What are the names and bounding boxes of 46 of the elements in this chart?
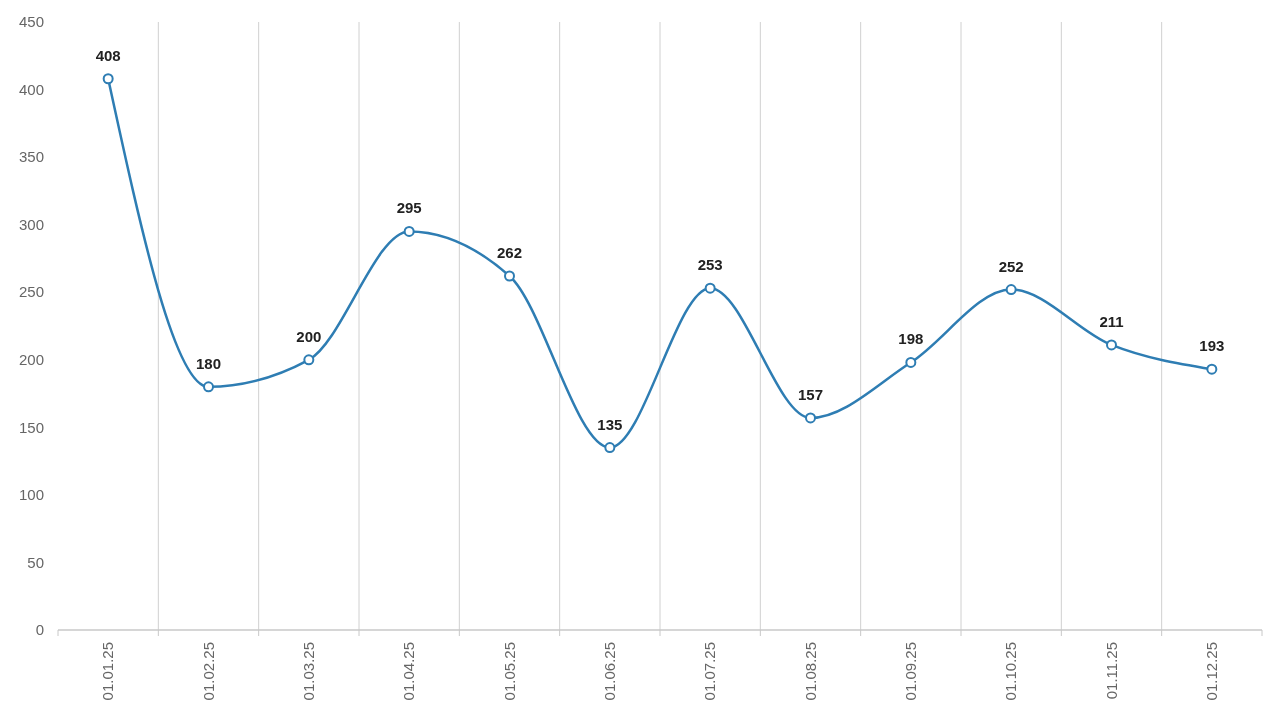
x-tick-label: 01.05.25 (500, 642, 518, 701)
y-tick-label: 300 (18, 215, 44, 233)
point (203, 381, 214, 393)
point (805, 412, 816, 424)
data-label: 253 (697, 256, 723, 274)
x-tick-label: 01.03.25 (299, 642, 317, 701)
data-label: 262 (496, 244, 523, 262)
x-tick-label: 01.01.25 (99, 642, 117, 701)
data-label: 408 (95, 46, 121, 64)
point (504, 270, 515, 282)
x-tick-label: 01.08.25 (801, 642, 819, 701)
point (604, 442, 616, 454)
data-label: 135 (597, 415, 623, 433)
point (1206, 363, 1218, 375)
point (1005, 284, 1017, 296)
y-tick-label: 150 (18, 418, 44, 436)
point (905, 356, 917, 368)
data-label: 295 (396, 199, 422, 217)
y-tick-label: 200 (18, 351, 44, 369)
y-tick-label: 350 (18, 148, 44, 166)
y-tick-label: 100 (18, 486, 44, 504)
data-label: 193 (1199, 337, 1225, 355)
data-label: 180 (195, 354, 222, 372)
data-label: 157 (797, 385, 824, 403)
data-label: 211 (1099, 312, 1124, 330)
y-tick-label: 400 (18, 80, 44, 98)
x-tick-label: 01.10.25 (1002, 642, 1020, 701)
data-label: 200 (296, 327, 322, 345)
x-tick-label: 01.12.25 (1202, 642, 1220, 701)
y-tick-label: 0 (35, 621, 44, 639)
x-tick-label: 01.04.25 (400, 642, 418, 701)
point (102, 73, 114, 85)
y-tick-label: 50 (27, 553, 44, 571)
x-tick-label: 01.11.25 (1102, 642, 1120, 700)
y-tick-label: 450 (18, 13, 44, 31)
x-tick-label: 01.07.25 (701, 642, 719, 701)
data-label: 198 (898, 330, 924, 348)
point (1106, 339, 1117, 351)
x-tick-label: 01.06.25 (600, 642, 618, 701)
point (303, 354, 315, 366)
y-tick-label: 250 (18, 283, 44, 301)
x-tick-label: 01.02.25 (199, 642, 217, 701)
point (403, 225, 415, 237)
point (704, 282, 716, 294)
data-label: 252 (998, 257, 1024, 275)
x-tick-label: 01.09.25 (901, 642, 919, 701)
